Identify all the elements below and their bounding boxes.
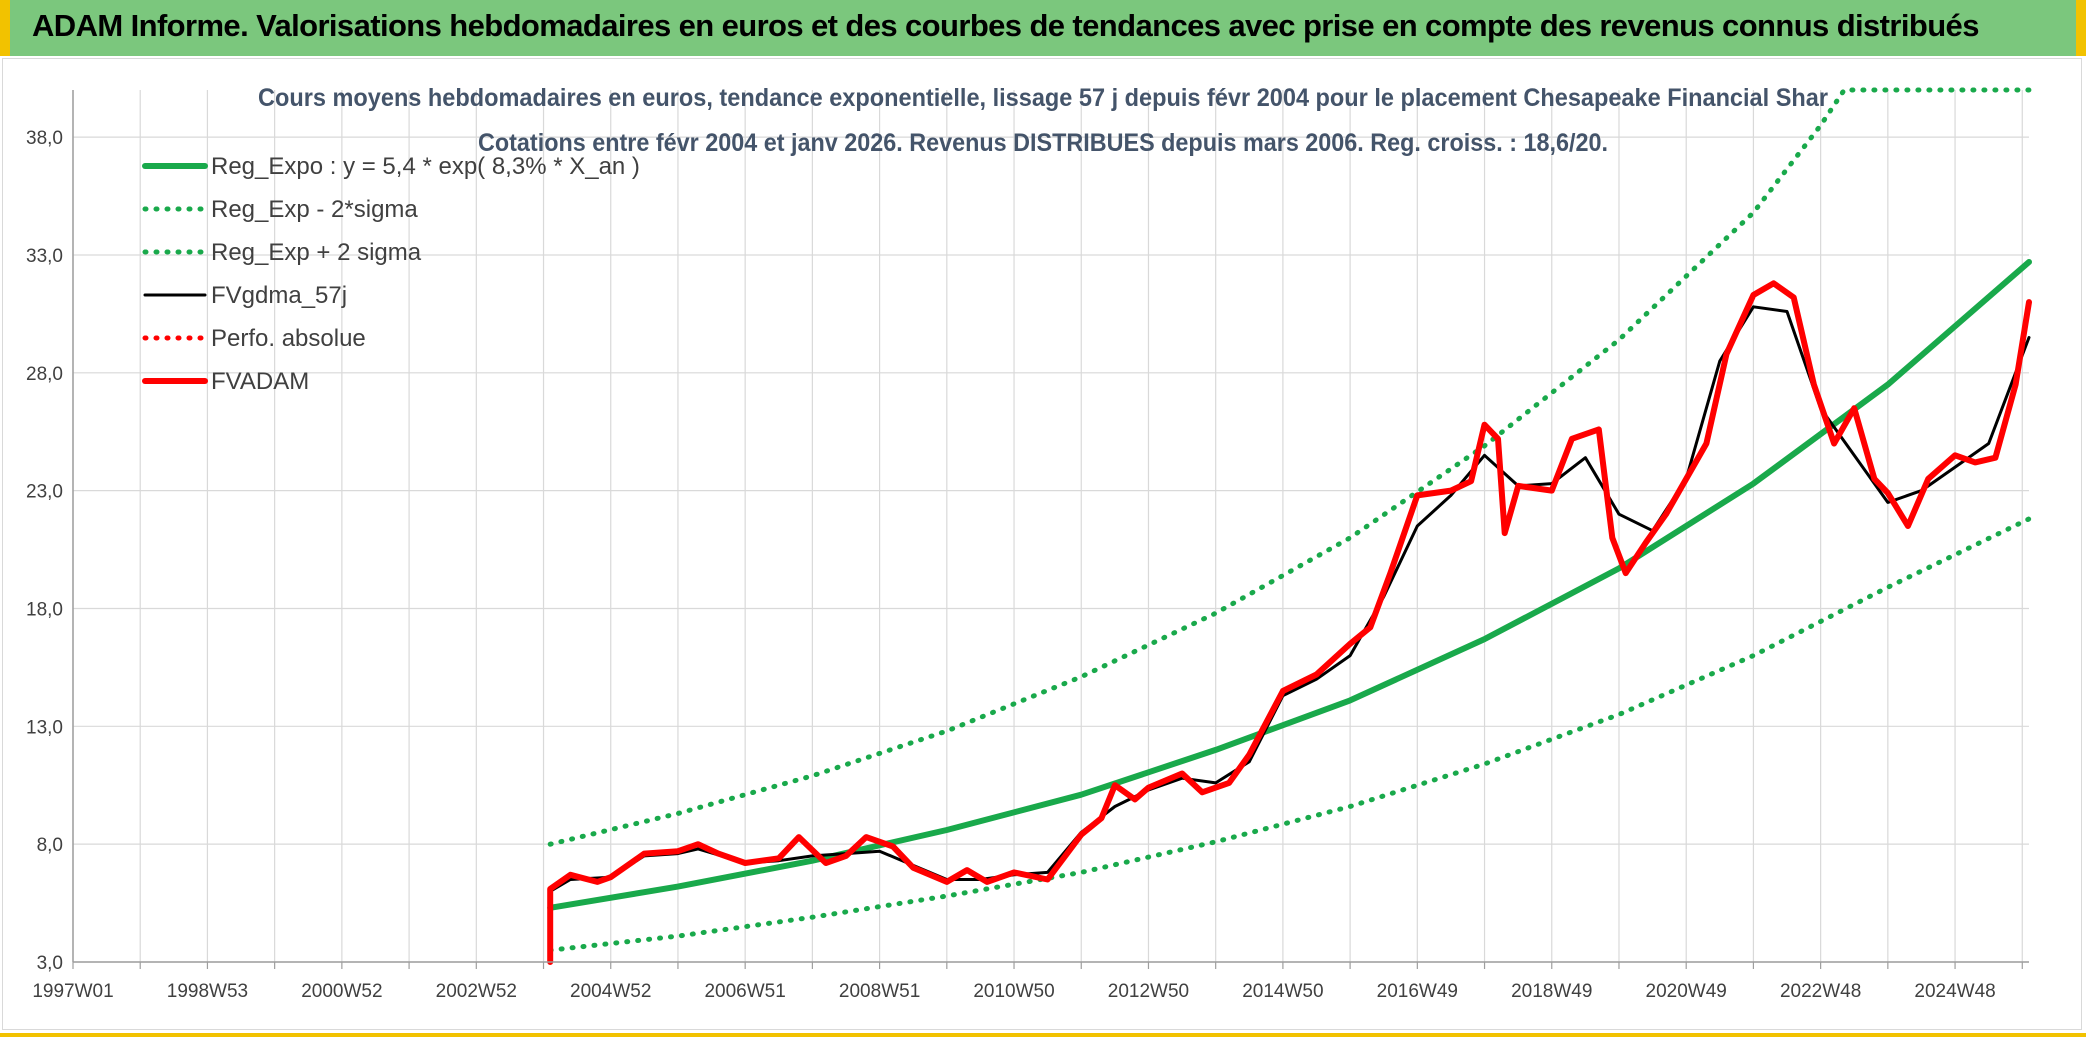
chart-svg: 3,0 8,0 13,0 18,0 23,0 28,0 33,0 38,0 1997W01 199… xyxy=(26,84,2032,1002)
x-tick-label: 2004W52 xyxy=(570,981,651,1002)
report-header: ADAM Informe. Valorisations hebdomadaire… xyxy=(0,0,2086,56)
x-tick-label: 2008W51 xyxy=(839,981,920,1002)
report-title: ADAM Informe. Valorisations hebdomadaire… xyxy=(32,8,1979,43)
x-tick-label: 2020W49 xyxy=(1646,981,1727,1002)
series-line-2 xyxy=(547,87,2032,847)
x-tick-label: 2012W50 xyxy=(1108,981,1189,1002)
legend-label: Reg_Exp - 2*sigma xyxy=(211,196,418,223)
legend-label: FVgdma_57j xyxy=(211,282,347,309)
legend-label: FVADAM xyxy=(211,368,309,395)
legend: Reg_Expo : y = 5,4 * exp( 8,3% * X_an ) R… xyxy=(142,153,640,395)
y-tick-label: 3,0 xyxy=(37,953,63,974)
legend-label: Reg_Exp + 2 sigma xyxy=(211,239,422,266)
series-line-5 xyxy=(547,280,2032,965)
axes: 3,0 8,0 13,0 18,0 23,0 28,0 33,0 38,0 1997W01 199… xyxy=(26,90,2029,1002)
x-tick-label: 2010W50 xyxy=(973,981,1054,1002)
x-tick-label: 2018W49 xyxy=(1511,981,1592,1002)
chart-subtitle: Cotations entre févr 2004 et janv 2026. … xyxy=(478,129,1608,157)
x-tick-label: 1998W53 xyxy=(167,981,248,1002)
series-line-0 xyxy=(547,259,2032,911)
x-tick-label: 2002W52 xyxy=(436,981,517,1002)
chart-area: 3,0 8,0 13,0 18,0 23,0 28,0 33,0 38,0 1997W01 199… xyxy=(2,58,2082,1030)
x-tick-label: 2024W48 xyxy=(1914,981,1995,1002)
legend-label: Reg_Expo : y = 5,4 * exp( 8,3% * X_an ) xyxy=(211,153,640,180)
x-tick-label: 2022W48 xyxy=(1780,981,1861,1002)
y-tick-label: 33,0 xyxy=(26,246,63,267)
series-lines xyxy=(547,87,2032,965)
x-tick-label: 1997W01 xyxy=(32,981,113,1002)
chart-title: Cours moyens hebdomadaires en euros, ten… xyxy=(258,84,1828,112)
y-tick-label: 18,0 xyxy=(26,599,63,620)
y-tick-label: 8,0 xyxy=(37,835,63,856)
x-tick-label: 2014W50 xyxy=(1242,981,1323,1002)
x-tick-label: 2016W49 xyxy=(1377,981,1458,1002)
y-tick-label: 38,0 xyxy=(26,128,63,149)
x-tick-label: 2006W51 xyxy=(704,981,785,1002)
legend-label: Perfo. absolue xyxy=(211,325,366,352)
series-line-3 xyxy=(548,305,2031,893)
x-tick-label: 2000W52 xyxy=(301,981,382,1002)
series-line-1 xyxy=(547,516,2032,953)
grid-lines xyxy=(72,90,2029,963)
y-tick-label: 23,0 xyxy=(26,482,63,503)
y-tick-label: 28,0 xyxy=(26,364,63,385)
y-tick-label: 13,0 xyxy=(26,717,63,738)
